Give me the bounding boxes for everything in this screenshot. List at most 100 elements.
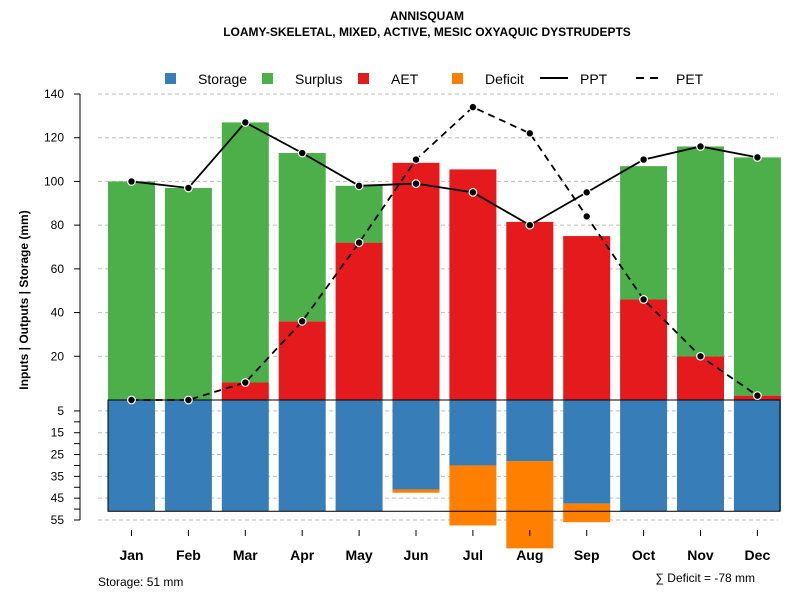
legend-swatch-aet (358, 73, 369, 84)
y-tick-label: 140 (44, 87, 64, 101)
pet-line (131, 106, 758, 401)
month-label: May (345, 547, 372, 563)
month-label: Jan (119, 547, 143, 563)
surplus-bar (108, 181, 155, 400)
storage-bar (620, 400, 668, 512)
surplus-bar (278, 153, 326, 322)
y-tick-label: 120 (44, 131, 64, 145)
legend-label: Deficit (485, 71, 524, 87)
legend-swatch-storage (165, 73, 176, 84)
y-tick-label: 5 (57, 404, 64, 418)
pet-point (240, 378, 250, 387)
storage-bar (733, 400, 781, 512)
legend-label: Storage (198, 71, 247, 87)
aet-bar (449, 169, 497, 400)
pet-point (525, 128, 535, 138)
deficit-bar (563, 503, 611, 523)
y-tick-label: 100 (44, 174, 64, 188)
month-label: Sep (574, 547, 600, 563)
surplus-bar (677, 146, 724, 357)
ppt-point (582, 187, 592, 197)
aet-bar (335, 242, 383, 400)
storage-bar (221, 400, 269, 512)
aet-bar (506, 221, 554, 400)
ppt-point (525, 220, 535, 230)
y-tick-label: 45 (51, 491, 65, 505)
pet-point (639, 295, 648, 304)
y-tick-label: 60 (51, 262, 65, 276)
legend-item-deficit: Deficit (452, 71, 524, 87)
bars (107, 122, 781, 549)
aet-bar (677, 356, 724, 400)
storage-bar (164, 400, 212, 512)
legend-label: PPT (580, 71, 608, 87)
ppt-point (411, 179, 421, 189)
pet-point (468, 102, 478, 112)
month-label: Dec (745, 547, 771, 563)
ppt-point (468, 187, 478, 197)
surplus-bar (620, 166, 668, 300)
storage-bar (392, 400, 440, 490)
ppt-point (183, 183, 193, 193)
storage-bar (278, 400, 326, 512)
pet-point (297, 316, 307, 326)
storage-capacity-box (107, 399, 781, 512)
aet-bar (392, 162, 440, 400)
month-label: Apr (290, 547, 315, 563)
surplus-bar (221, 122, 269, 383)
y-tick-label: 15 (51, 426, 65, 440)
aet-bar (620, 299, 668, 400)
y-tick-label: 20 (51, 349, 65, 363)
legend-item-pet: PET (636, 71, 704, 87)
month-label: Feb (176, 547, 201, 563)
legend-item-storage: Storage (165, 71, 247, 87)
deficit-bar (392, 489, 440, 493)
surplus-bar (335, 185, 383, 243)
legend: Storage Surplus AET Deficit PPT PET (165, 71, 704, 87)
ppt-line (131, 121, 758, 227)
storage-bar (563, 400, 611, 504)
legend-swatch-surplus (262, 73, 273, 84)
y-tick-label: 40 (51, 306, 65, 320)
pet-point (127, 395, 136, 405)
deficit-bar (449, 465, 497, 526)
month-label: Aug (516, 547, 543, 563)
chart-title: ANNISQUAM (390, 9, 464, 23)
pet-point (354, 238, 364, 248)
month-label: Jul (463, 547, 483, 563)
chart-subtitle: LOAMY-SKELETAL, MIXED, ACTIVE, MESIC OXY… (223, 25, 631, 39)
aet-bar (221, 382, 269, 400)
deficit-note: ∑ Deficit = -78 mm (655, 571, 755, 585)
month-label: Oct (632, 547, 656, 563)
storage-bar (449, 400, 497, 466)
surplus-bar (164, 187, 212, 400)
ppt-point (639, 155, 648, 164)
aet-bar (278, 321, 326, 400)
legend-item-ppt: PPT (540, 71, 608, 87)
pet-point (183, 395, 193, 405)
pet-point (411, 155, 421, 164)
y-tick-label: 35 (51, 469, 65, 483)
storage-bar (677, 400, 724, 512)
ppt-point (753, 152, 762, 162)
aet-bar (563, 236, 611, 400)
series-lines (127, 102, 762, 405)
ppt-point (696, 142, 705, 151)
y-tick-label: 55 (51, 513, 65, 527)
surplus-bar (733, 157, 781, 396)
ppt-point (240, 118, 250, 127)
pet-point (753, 391, 762, 401)
legend-item-aet: AET (358, 71, 419, 87)
y-tick-label: 80 (51, 218, 65, 232)
pet-point (696, 351, 705, 361)
legend-label: AET (391, 71, 419, 87)
axes: 20 40 60 80 100 120 140 5 15 25 35 45 55 Jan Feb Mar Apr… (44, 87, 770, 563)
pet-point (582, 211, 592, 221)
storage-bar (108, 400, 155, 512)
month-label: Mar (233, 547, 258, 563)
storage-bar (506, 400, 554, 462)
legend-label: PET (676, 71, 704, 87)
y-tick-label: 25 (51, 448, 65, 462)
ppt-point (354, 181, 364, 191)
